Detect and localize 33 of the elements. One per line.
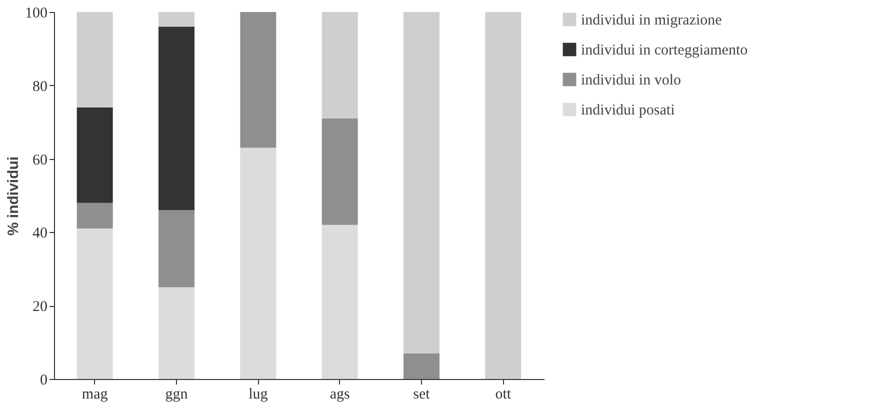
y-tick-label: 100 bbox=[25, 6, 48, 22]
bar bbox=[485, 12, 522, 379]
y-tick-label: 0 bbox=[40, 372, 48, 388]
x-tick-label: lug bbox=[248, 386, 268, 402]
y-tick-label: 60 bbox=[32, 152, 48, 168]
bar bbox=[404, 12, 440, 354]
y-tick-label: 40 bbox=[32, 226, 48, 242]
bar bbox=[158, 26, 194, 210]
x-tick-label: ott bbox=[495, 386, 512, 402]
y-axis-title: % individui bbox=[5, 156, 22, 236]
bar bbox=[76, 202, 113, 229]
x-tick-label: mag bbox=[82, 386, 108, 402]
bar bbox=[158, 210, 194, 288]
bar bbox=[322, 118, 358, 225]
legend-label: individui in migrazione bbox=[581, 12, 722, 28]
legend-label: individui in corteggiamento bbox=[581, 42, 748, 58]
legend-label: individui in volo bbox=[581, 72, 682, 88]
bar bbox=[76, 107, 113, 203]
bar bbox=[76, 228, 113, 379]
bar bbox=[322, 12, 358, 118]
bar bbox=[322, 224, 358, 379]
x-tick-label: set bbox=[413, 386, 431, 402]
bar bbox=[158, 12, 194, 27]
bar bbox=[158, 287, 194, 379]
bar bbox=[404, 353, 440, 379]
bar bbox=[240, 148, 276, 379]
x-tick-label: ags bbox=[330, 386, 350, 402]
legend-label: individui posati bbox=[581, 102, 675, 118]
x-tick-label: ggn bbox=[165, 386, 188, 402]
bar bbox=[76, 12, 113, 108]
bar bbox=[240, 12, 276, 148]
y-tick-label: 20 bbox=[32, 299, 48, 316]
y-tick-label: 80 bbox=[32, 78, 48, 95]
